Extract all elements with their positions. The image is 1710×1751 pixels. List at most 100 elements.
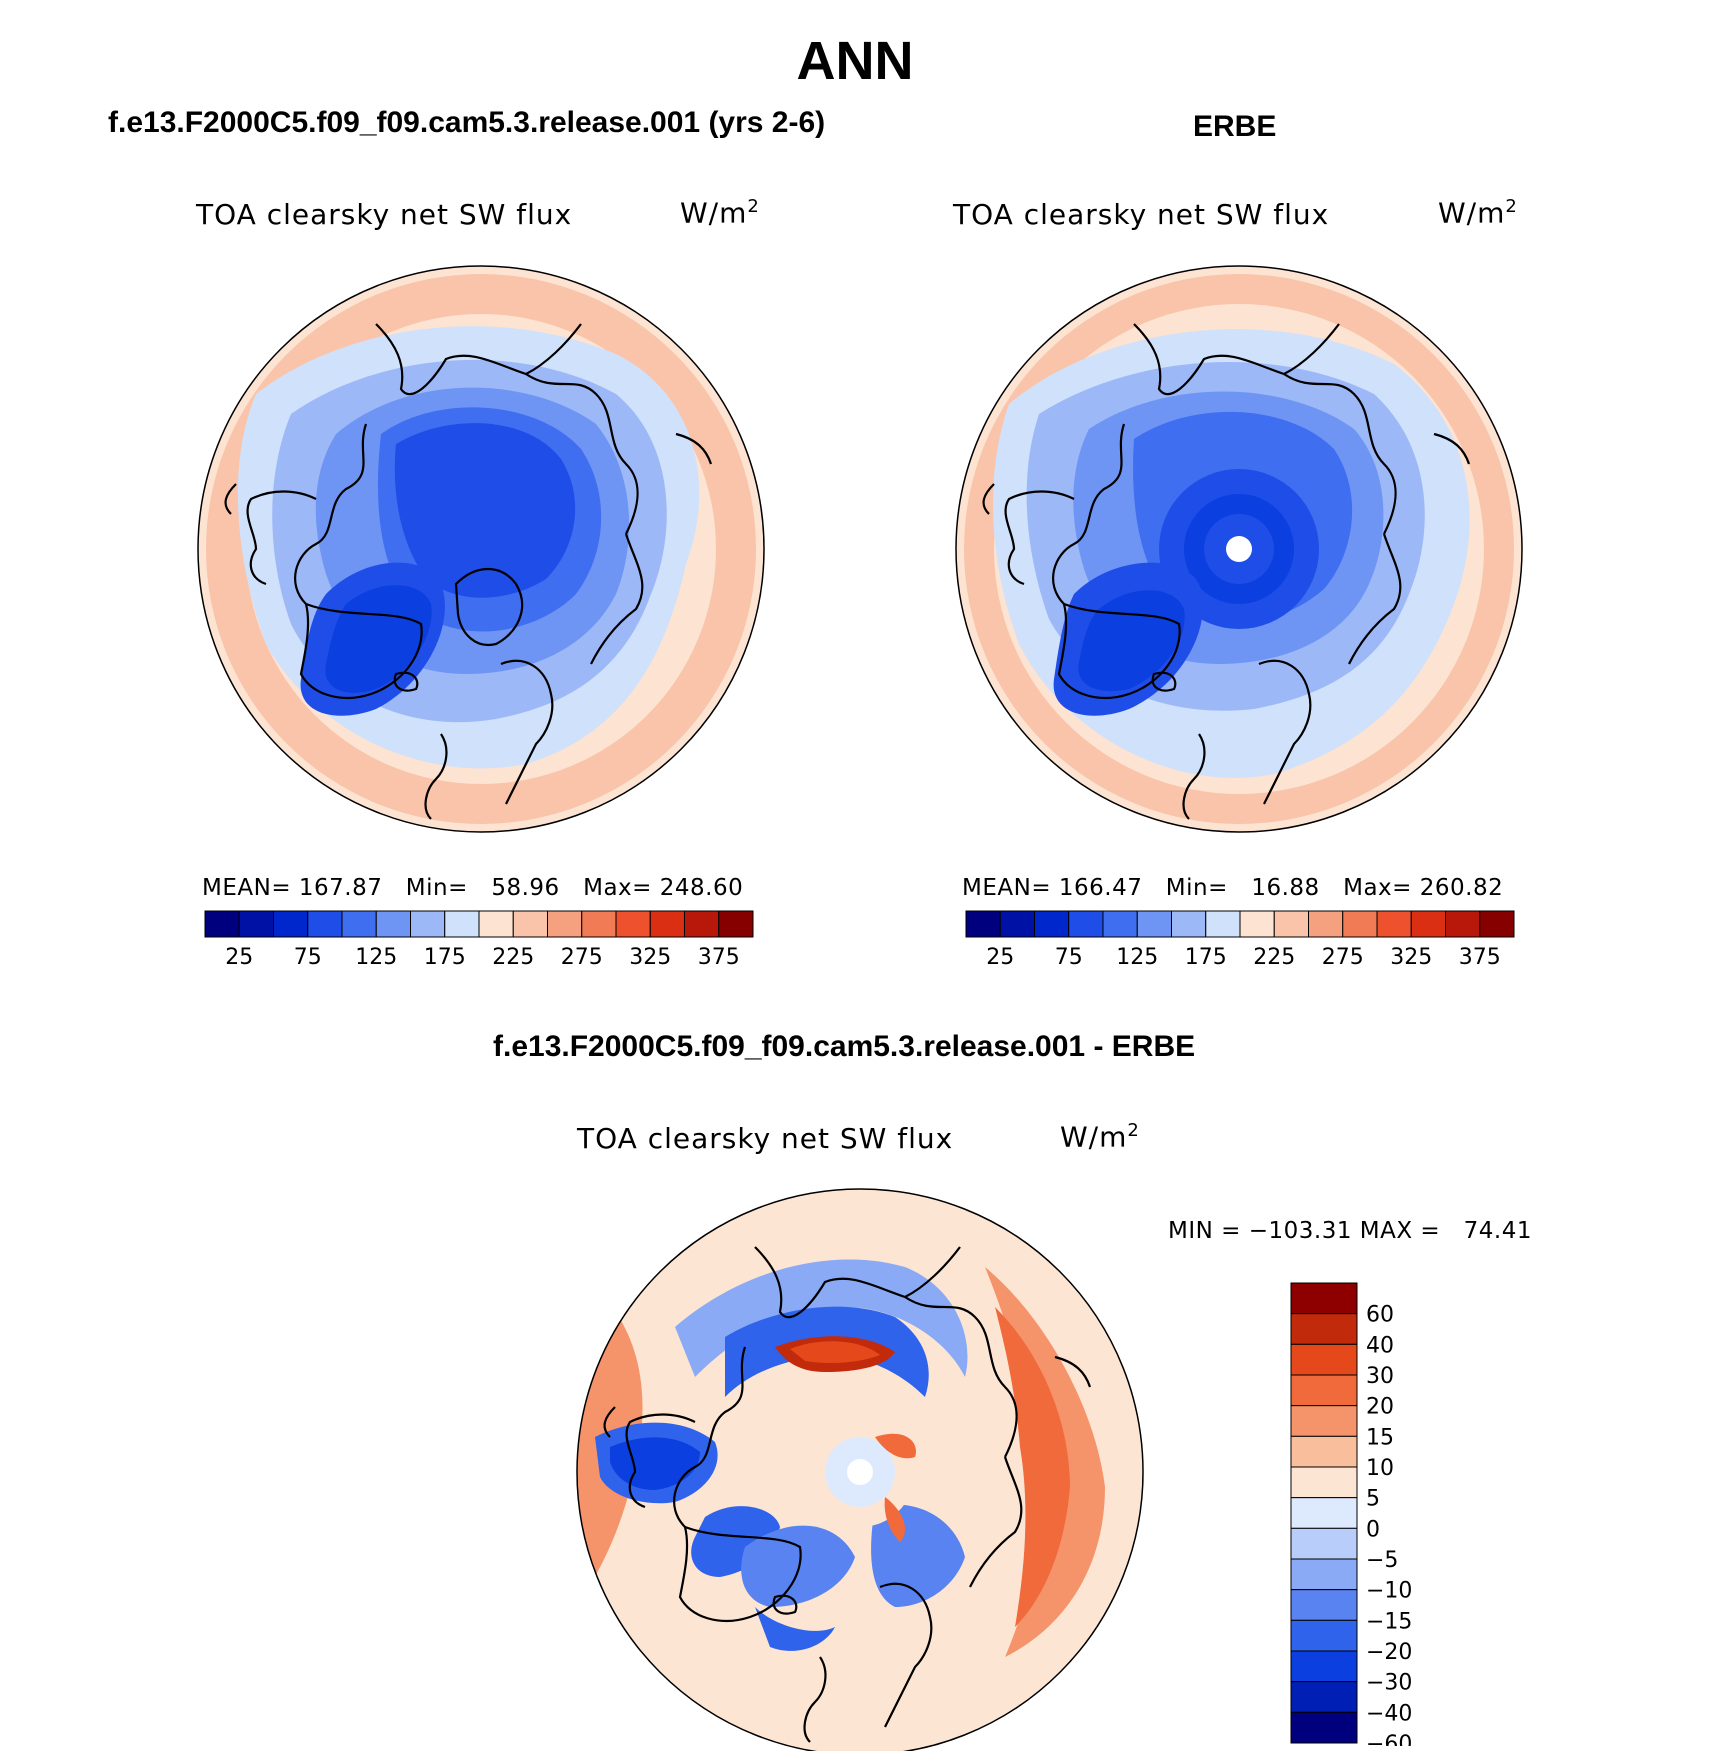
panel-model-colorbar-swatch (341, 910, 377, 938)
panel-diff-title: f.e13.F2000C5.f09_f09.cam5.3.release.001… (493, 1030, 1196, 1063)
panel-model-map (197, 265, 765, 833)
panel-model-colorbar-tick-label: 275 (561, 945, 603, 970)
panel-diff-colorbar-swatch (1290, 1711, 1358, 1744)
panel-model-colorbar-tick-label: 125 (355, 945, 397, 970)
panel-model-colorbar-tick-label: 75 (294, 945, 322, 970)
panel-obs-colorbar-swatch (1136, 910, 1172, 938)
panel-diff-stats: MIN = −103.31 MAX = 74.41 (1168, 1218, 1532, 1244)
panel-obs-colorbar-swatch (1239, 910, 1275, 938)
panel-obs-colorbar-tick-label: 125 (1116, 945, 1158, 970)
panel-model-coastlines (224, 323, 713, 820)
panel-diff-colorbar: 60 40 30 20 15 10 5 0 −5 −10 −15 −20 −30 −40 −60 (1290, 1282, 1412, 1746)
panel-diff-variable: TOA clearsky net SW flux (577, 1122, 954, 1155)
panel-obs-variable: TOA clearsky net SW flux (953, 198, 1330, 231)
panel-model-title: f.e13.F2000C5.f09_f09.cam5.3.release.001… (108, 106, 826, 139)
panel-diff-colorbar-tick-label: 60 (1366, 1303, 1394, 1328)
panel-diff-colorbar-tick-label: −20 (1366, 1640, 1412, 1665)
panel-model-variable: TOA clearsky net SW flux (196, 198, 573, 231)
panel-diff-colorbar-swatch (1290, 1405, 1358, 1437)
panel-diff-colorbar-tick-label: 20 (1366, 1395, 1394, 1420)
panel-obs-colorbar-swatch (1308, 910, 1344, 938)
panel-obs-map (955, 265, 1523, 833)
panel-obs-colorbar-swatch (1205, 910, 1241, 938)
panel-diff-colorbar-tick-label: 15 (1366, 1425, 1394, 1450)
panel-obs-colorbar-tick-label: 225 (1253, 945, 1295, 970)
panel-model-colorbar-swatch (512, 910, 548, 938)
panel-obs-coastlines (982, 323, 1471, 820)
panel-diff-map (576, 1188, 1144, 1751)
panel-diff-colorbar-tick-label: 40 (1366, 1333, 1394, 1358)
panel-model-colorbar-swatch (478, 910, 514, 938)
panel-obs-stats: MEAN= 166.47 Min= 16.88 Max= 260.82 (962, 875, 1504, 901)
panel-obs-colorbar-swatch (1171, 910, 1207, 938)
panel-diff-colorbar-swatch (1290, 1435, 1358, 1468)
panel-obs-colorbar-swatch (1445, 910, 1481, 938)
panel-diff-colorbar-swatch (1290, 1558, 1358, 1591)
panel-model-colorbar-swatch (238, 910, 274, 938)
panel-obs-title: ERBE (1193, 110, 1277, 143)
panel-diff-colorbar-tick-label: 10 (1366, 1456, 1394, 1481)
panel-obs-colorbar-swatch (1068, 910, 1104, 938)
panel-model-colorbar-swatch (718, 910, 754, 938)
panel-obs-units: W/m2 (1438, 196, 1518, 230)
panel-diff-colorbar-tick-label: 5 (1366, 1487, 1380, 1512)
panel-obs-map-border (955, 265, 1523, 833)
panel-obs-colorbar-swatch (1034, 910, 1070, 938)
panel-model-colorbar-swatch (307, 910, 343, 938)
panel-diff-colorbar-swatch (1290, 1374, 1358, 1407)
panel-diff-colorbar-tick-label: −30 (1366, 1671, 1412, 1696)
panel-diff-map-border (576, 1188, 1144, 1751)
panel-model-colorbar-swatch (273, 910, 309, 938)
panel-diff-colorbar-tick-label: −5 (1366, 1548, 1398, 1573)
panel-diff-colorbar-tick-label: 0 (1366, 1517, 1380, 1542)
panel-obs-colorbar-tick-label: 25 (986, 945, 1014, 970)
panel-obs-colorbar-swatch (999, 910, 1035, 938)
panel-diff-colorbar-swatch (1290, 1619, 1358, 1652)
figure-title: ANN (796, 31, 914, 91)
panel-obs-colorbar: 25 75 125 175 225 275 325 375 (965, 910, 1515, 970)
panel-obs-colorbar-tick-label: 275 (1322, 945, 1364, 970)
panel-diff-colorbar-swatch (1290, 1466, 1358, 1499)
panel-obs-colorbar-swatch (1102, 910, 1138, 938)
panel-diff-units: W/m2 (1060, 1120, 1140, 1154)
panel-model-stats: MEAN= 167.87 Min= 58.96 Max= 248.60 (202, 875, 744, 901)
panel-diff-colorbar-tick-label: −10 (1366, 1579, 1412, 1604)
panel-obs-colorbar-tick-label: 375 (1459, 945, 1501, 970)
panel-model-colorbar-tick-label: 325 (629, 945, 671, 970)
panel-obs-colorbar-tick-label: 175 (1185, 945, 1227, 970)
panel-model-colorbar-tick-label: 375 (698, 945, 740, 970)
panel-model-colorbar-tick-label: 175 (424, 945, 466, 970)
panel-model-colorbar-tick-label: 225 (492, 945, 534, 970)
panel-diff-colorbar-swatch (1290, 1282, 1358, 1315)
panel-model-colorbar-swatch (581, 910, 617, 938)
panel-obs-colorbar-swatch (1342, 910, 1378, 938)
panel-obs-colorbar-swatch (1273, 910, 1309, 938)
panel-model-colorbar-swatch (204, 910, 240, 938)
panel-model-units: W/m2 (680, 196, 760, 230)
panel-model-colorbar-swatch (615, 910, 651, 938)
panel-model-colorbar-swatch (547, 910, 583, 938)
panel-model-map-border (197, 265, 765, 833)
panel-model-colorbar-swatch (684, 910, 720, 938)
panel-diff-colorbar-swatch (1290, 1343, 1358, 1376)
panel-obs-colorbar-tick-label: 325 (1390, 945, 1432, 970)
panel-obs-colorbar-tick-label: 75 (1055, 945, 1083, 970)
panel-obs-colorbar-swatch (1410, 910, 1446, 938)
panel-diff-colorbar-tick-label: 30 (1366, 1364, 1394, 1389)
panel-diff-colorbar-swatch (1290, 1681, 1358, 1713)
panel-model-field (198, 266, 764, 832)
panel-diff-colorbar-tick-label: −60 (1366, 1732, 1412, 1746)
panel-diff-colorbar-swatch (1290, 1589, 1358, 1621)
panel-diff-colorbar-swatch (1290, 1313, 1358, 1345)
panel-diff-coastlines (603, 1246, 1092, 1743)
panel-model-colorbar: 25 75 125 175 225 275 325 375 (204, 910, 754, 970)
panel-obs-colorbar-swatch (1376, 910, 1412, 938)
panel-diff-colorbar-tick-label: −40 (1366, 1701, 1412, 1726)
panel-model-colorbar-swatch (410, 910, 446, 938)
panel-model-colorbar-swatch (444, 910, 480, 938)
panel-obs-colorbar-swatch (965, 910, 1001, 938)
panel-model-colorbar-swatch (375, 910, 411, 938)
panel-diff-colorbar-tick-label: −15 (1366, 1609, 1412, 1634)
panel-diff-colorbar-swatch (1290, 1497, 1358, 1529)
panel-model-colorbar-tick-label: 25 (225, 945, 253, 970)
